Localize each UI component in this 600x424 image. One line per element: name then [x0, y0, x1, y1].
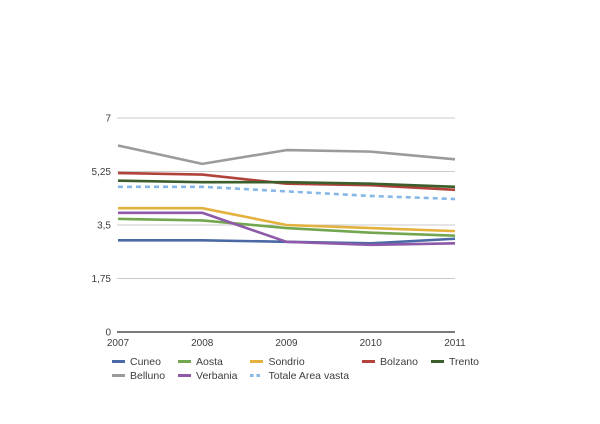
legend-marker-trento [431, 360, 444, 363]
legend-label: Bolzano [380, 355, 418, 368]
legend-label: Aosta [196, 355, 223, 368]
series-line-totale-area-vasta [118, 185, 456, 201]
legend-marker-aosta [178, 360, 192, 363]
legend-label: Sondrio [268, 355, 305, 368]
legend-label: Belluno [130, 369, 166, 382]
y-tick-label: 0 [105, 328, 111, 339]
series-line-belluno [117, 144, 456, 166]
legend-label: Totale Area vasta [268, 369, 350, 382]
legend-marker-cuneo [112, 360, 125, 363]
legend-marker-totale-area-vasta [250, 374, 264, 377]
legend-item-cuneo: Cuneo [112, 355, 165, 368]
legend-item-belluno: Belluno [112, 369, 165, 382]
legend-marker-verbania [178, 374, 192, 377]
series-line-bolzano [117, 171, 456, 192]
x-tick-label: 2010 [360, 338, 383, 349]
legend-label: Cuneo [130, 355, 161, 368]
x-tick-label: 2011 [444, 338, 466, 349]
legend-label: Verbania [196, 369, 238, 382]
y-tick-label: 1,75 [92, 274, 112, 285]
legend-marker-bolzano [362, 360, 376, 363]
series-line-verbania [118, 211, 456, 247]
y-tick-label: 3,5 [97, 221, 111, 232]
legend-item-totale-area-vasta: Totale Area vasta [250, 369, 349, 382]
legend-item-trento: Trento [431, 355, 479, 368]
legend-item-bolzano: Bolzano [362, 355, 418, 368]
legend-marker-belluno [112, 374, 125, 377]
series-line-trento [117, 179, 456, 189]
line-chart: 0 1,75 3,5 5,25 7 2007 2008 2009 2010 2011 [92, 114, 467, 350]
y-tick-label: 7 [105, 114, 111, 125]
legend-item-sondrio: Sondrio [250, 355, 349, 368]
legend-item-aosta: Aosta [178, 355, 237, 368]
y-tick-label: 5,25 [92, 167, 112, 178]
x-tick-label: 2007 [107, 338, 130, 349]
legend-label: Trento [449, 355, 479, 368]
x-tick-label: 2008 [191, 338, 214, 349]
legend-item-verbania: Verbania [178, 369, 237, 382]
series-line-aosta [117, 217, 456, 237]
x-tick-label: 2009 [275, 338, 298, 349]
legend-marker-sondrio [250, 360, 264, 363]
chart-legend: Cuneo Aosta Sondrio Bolzano Trento Belluno Ver… [112, 355, 479, 382]
series-line-sondrio [118, 206, 456, 233]
